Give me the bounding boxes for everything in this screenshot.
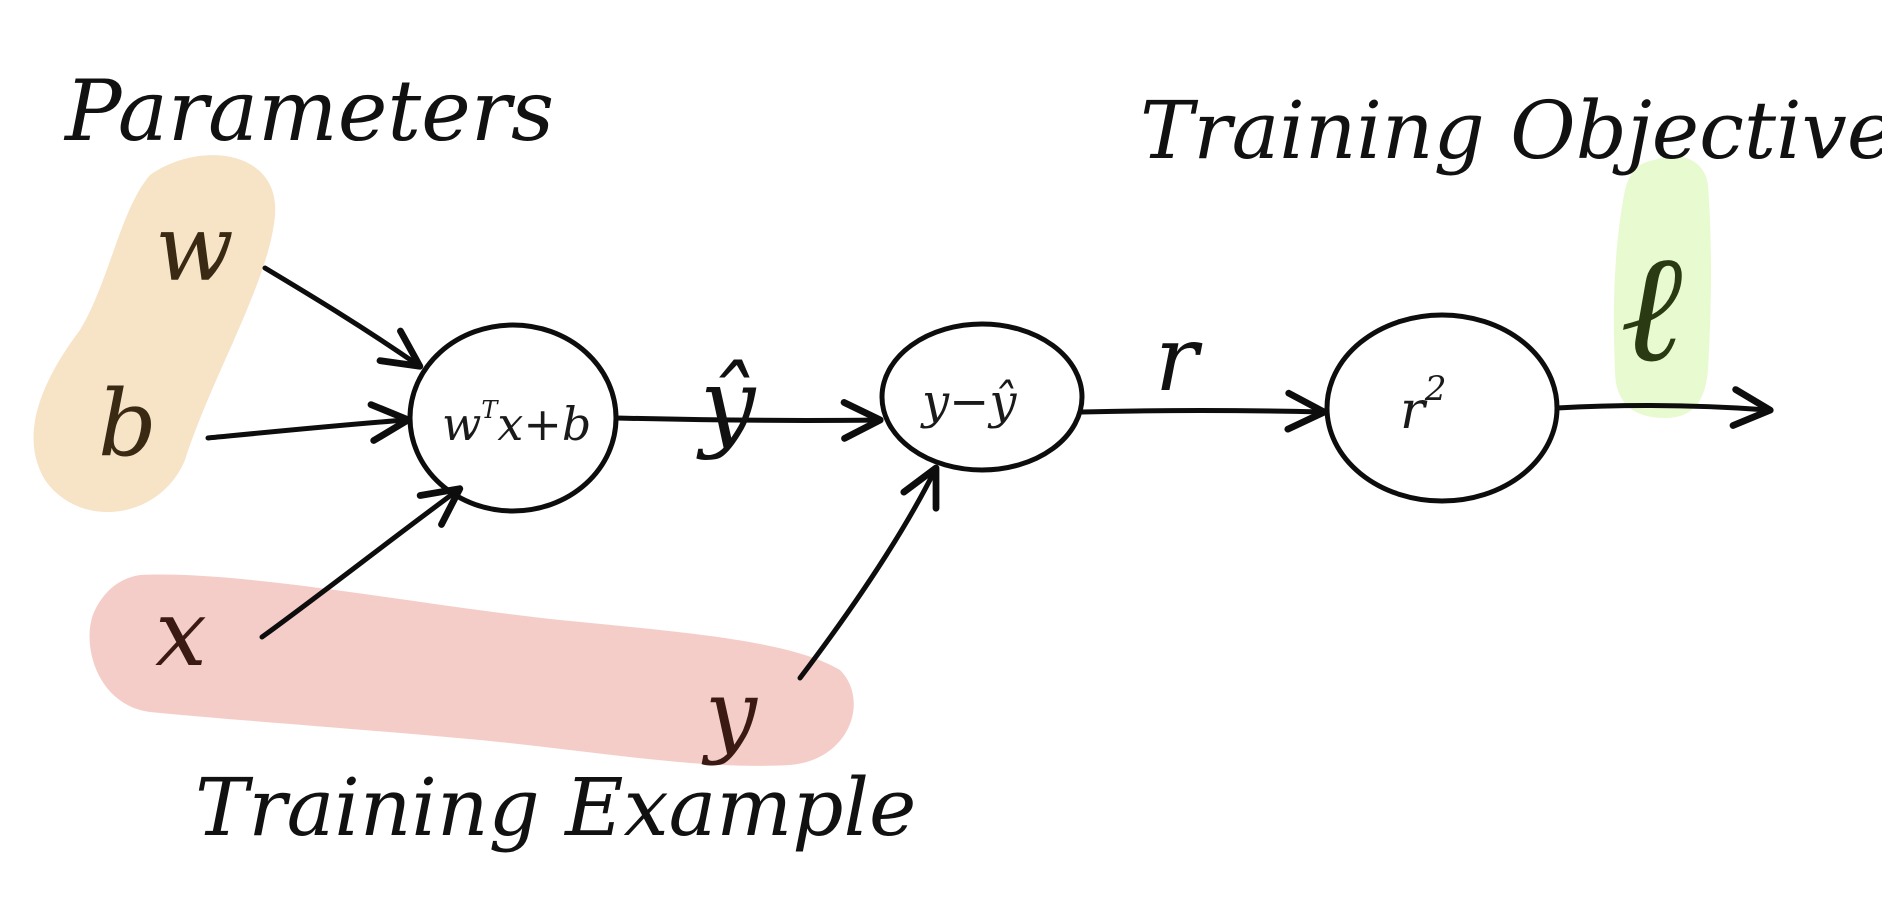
residual-node-label: y−ŷ (920, 374, 1017, 430)
edge-w-to-linear (265, 268, 418, 365)
linear-node-w: w (442, 397, 481, 451)
edge-residual-to-square (1082, 411, 1322, 413)
square-node-label: r2 (1400, 369, 1447, 441)
edge-y-to-residual (800, 470, 935, 678)
edge-b-to-linear (208, 420, 406, 438)
square-node-r: r (1400, 381, 1428, 441)
linear-node-rest: x+b (497, 397, 591, 451)
edge-label-loss: ℓ (1620, 222, 1682, 396)
input-w: w (155, 195, 234, 302)
training-objective-label: Training Objective (1140, 84, 1882, 177)
edge-label-y-hat: ŷ (696, 348, 757, 462)
input-x: x (155, 580, 207, 687)
training-example-label: Training Example (195, 761, 916, 854)
parameters-label: Parameters (63, 62, 554, 160)
square-node-sup: 2 (1424, 369, 1447, 409)
linear-node-label: wTx+b (442, 396, 591, 451)
input-b: b (98, 370, 157, 477)
edge-label-r: r (1155, 307, 1203, 412)
input-y: y (701, 660, 758, 767)
